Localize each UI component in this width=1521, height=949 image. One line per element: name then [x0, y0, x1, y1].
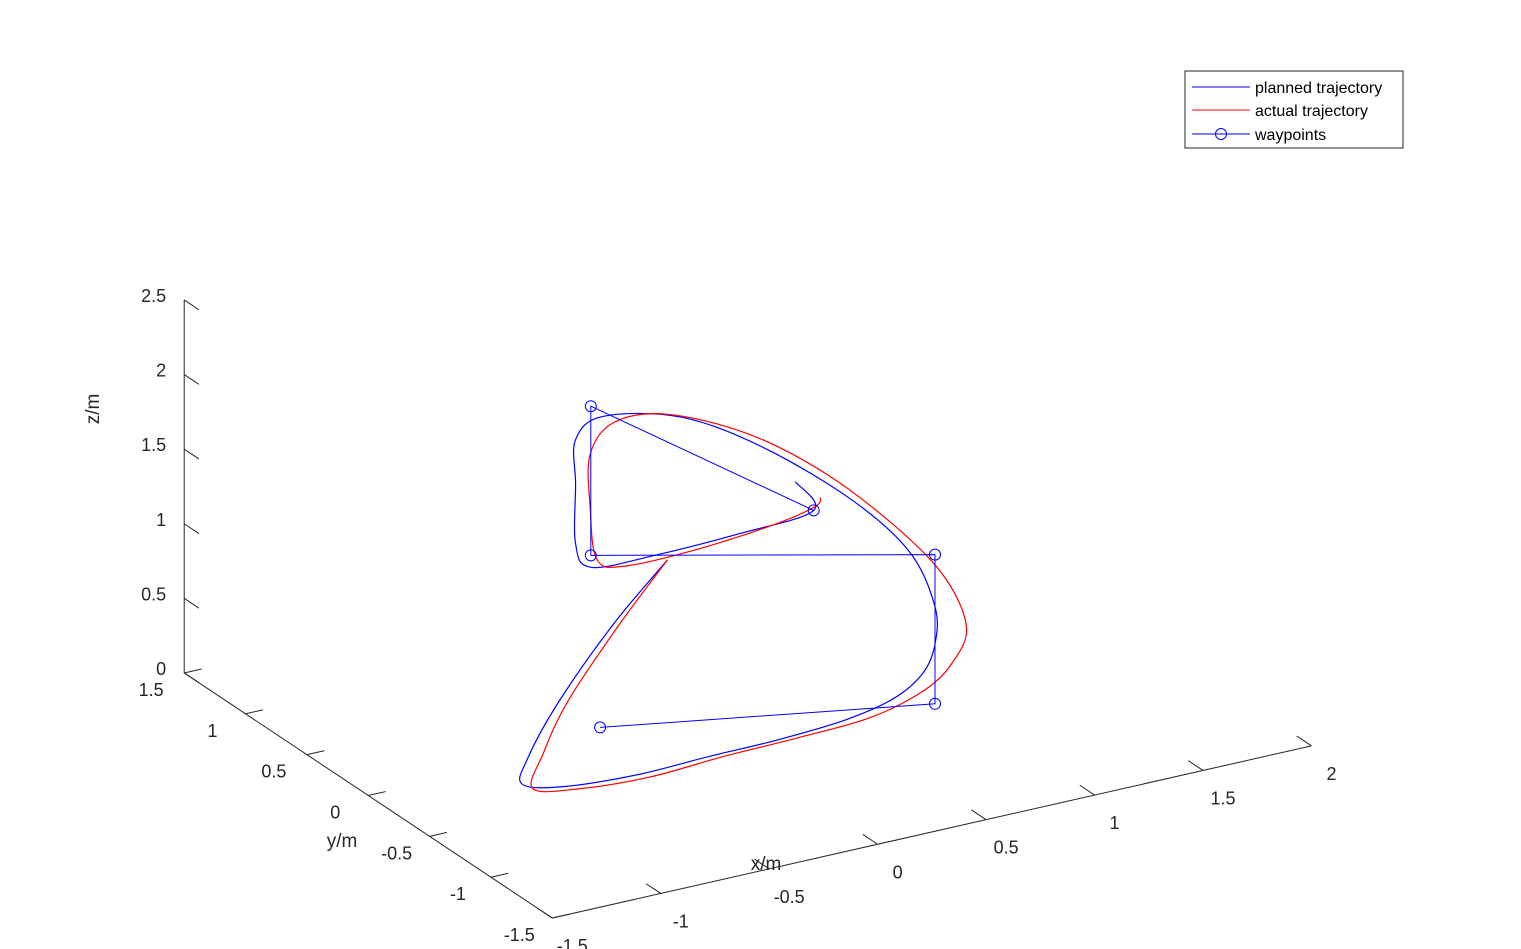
waypoint-marker — [929, 697, 941, 710]
x-tick-label: 1 — [1110, 813, 1120, 833]
x-axis-label: x/m — [751, 854, 782, 875]
y-tick-label: 0 — [330, 803, 340, 823]
z-tick — [183, 672, 200, 684]
waypoint-marker — [929, 548, 941, 561]
x-tick — [537, 907, 553, 919]
z-tick — [183, 523, 200, 534]
z-tick-label: 2 — [156, 361, 166, 381]
x-tick — [645, 883, 662, 894]
planned-trajectory-line — [519, 412, 938, 789]
y-tick-label: -1.5 — [504, 925, 535, 945]
waypoint-marker — [584, 400, 597, 413]
legend-entry-planned: planned trajectory — [1192, 80, 1382, 97]
x-tick — [862, 834, 878, 845]
plot-series — [519, 400, 968, 793]
y-tick — [184, 668, 202, 674]
y-tick-label: 1.5 — [139, 680, 164, 700]
z-tick-label: 2.5 — [141, 286, 166, 306]
z-tick — [183, 299, 200, 311]
x-tick-label: 0.5 — [994, 838, 1019, 858]
y-tick — [490, 872, 509, 878]
y-tick-label: 1 — [208, 721, 218, 741]
y-tick — [429, 831, 448, 837]
y-tick — [368, 791, 386, 796]
x-tick — [971, 809, 987, 821]
actual-trajectory-line — [530, 413, 968, 793]
x-tick-label: -0.5 — [774, 887, 805, 907]
x-tick — [1187, 760, 1204, 771]
z-tick — [183, 597, 200, 609]
axes: -1.5-1-0.500.511.52-1.5-1-0.500.511.500.… — [139, 286, 1337, 949]
y-tick — [245, 709, 264, 715]
waypoints-line — [590, 405, 936, 728]
waypoint-marker — [594, 721, 607, 734]
legend: planned trajectory actual trajectory way… — [1184, 70, 1404, 149]
legend-entry-waypoints: waypoints — [1192, 127, 1326, 144]
z-axis-label: z/m — [83, 394, 104, 425]
y-tick — [306, 750, 325, 756]
legend-label-planned: planned trajectory — [1255, 80, 1382, 97]
z-tick — [183, 374, 200, 385]
y-tick — [552, 913, 570, 919]
z-tick-label: 1 — [156, 510, 166, 530]
y-tick-label: 0.5 — [261, 762, 286, 782]
waypoint-marker — [584, 549, 597, 562]
legend-marker-waypoints — [1215, 128, 1227, 140]
z-tick — [183, 448, 200, 460]
x-tick — [1296, 735, 1312, 747]
y-tick-label: -1 — [450, 884, 466, 904]
x-tick-label: 2 — [1326, 764, 1336, 784]
z-tick-label: 0.5 — [141, 584, 166, 604]
x-tick-label: 1.5 — [1210, 788, 1235, 808]
waypoint-marker — [807, 504, 820, 517]
y-tick-label: -0.5 — [381, 843, 412, 863]
x-tick-label: -1.5 — [557, 936, 588, 949]
x-tick-label: 0 — [893, 862, 903, 882]
x-tick-label: -1 — [673, 911, 689, 931]
z-tick-label: 0 — [156, 659, 166, 679]
legend-label-actual: actual trajectory — [1255, 103, 1368, 120]
x-tick — [1079, 784, 1095, 796]
x-axis-line — [552, 745, 1312, 919]
legend-entry-actual: actual trajectory — [1192, 103, 1368, 120]
y-axis-label: y/m — [327, 831, 358, 852]
x-tick — [754, 858, 770, 870]
legend-label-waypoints: waypoints — [1254, 127, 1326, 144]
z-tick-label: 1.5 — [141, 435, 166, 455]
